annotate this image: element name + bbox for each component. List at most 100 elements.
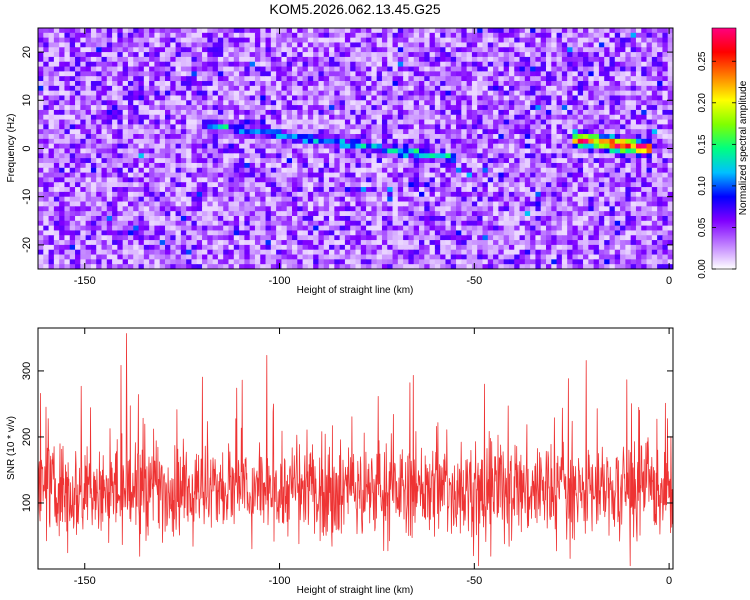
heatmap-cell (276, 90, 283, 97)
heatmap-cell (186, 52, 193, 58)
heatmap-cell (254, 201, 261, 207)
heatmap-cell (667, 153, 673, 159)
heatmap-cell (127, 220, 134, 227)
heatmap-cell (429, 143, 436, 150)
heatmap-cell (657, 71, 664, 77)
heatmap-cell (493, 134, 499, 140)
heatmap-cell (143, 201, 150, 207)
heatmap-cell (657, 134, 664, 140)
heatmap-cell (202, 100, 208, 106)
heatmap-cell (530, 85, 537, 92)
heatmap-cell (53, 172, 60, 179)
heatmap-cell (281, 148, 288, 154)
heatmap-cell (249, 191, 256, 198)
heatmap-cell (403, 148, 410, 154)
heatmap-cell (598, 124, 605, 130)
heatmap-cell (641, 114, 648, 121)
heatmap-cell (64, 172, 71, 179)
heatmap-cell (609, 114, 616, 121)
heatmap-cell (514, 143, 521, 150)
heatmap-cell (191, 71, 198, 77)
heatmap-cell (101, 167, 108, 174)
heatmap-cell (493, 220, 499, 227)
heatmap-cell (133, 28, 140, 34)
heatmap-cell (318, 134, 325, 140)
heatmap-cell (635, 167, 642, 174)
heatmap-cell (223, 42, 230, 48)
heatmap-cell (254, 177, 261, 183)
heatmap-cell (445, 119, 452, 125)
heatmap-cell (651, 56, 658, 63)
heatmap-cell (609, 100, 616, 106)
heatmap-cell (127, 109, 134, 116)
heatmap-cell (265, 143, 272, 150)
heatmap-cell (450, 119, 457, 125)
heatmap-cell (117, 28, 124, 34)
heatmap-cell (228, 148, 235, 154)
heatmap-cell (583, 37, 589, 44)
heatmap-cell (620, 52, 626, 58)
heatmap-cell (614, 138, 621, 145)
heatmap-cell (514, 90, 521, 97)
heatmap-cell (445, 129, 452, 135)
heatmap-cell (577, 215, 584, 222)
heatmap-cell (604, 37, 611, 44)
heatmap-cell (583, 182, 589, 188)
heatmap-cell (635, 81, 642, 87)
heatmap-cell (588, 206, 595, 212)
heatmap-cell (344, 225, 351, 232)
heatmap-cell (450, 215, 457, 222)
heatmap-cell (154, 76, 161, 82)
heatmap-cell (217, 71, 224, 77)
heatmap-cell (228, 37, 235, 44)
heatmap-cell (270, 52, 277, 58)
heatmap-cell (456, 172, 462, 179)
heatmap-cell (434, 196, 441, 203)
heatmap-cell (127, 76, 134, 82)
heatmap-cell (191, 124, 198, 130)
heatmap-cell (313, 114, 320, 121)
heatmap-cell (424, 148, 431, 154)
heatmap-cell (519, 61, 526, 68)
heatmap-cell (657, 206, 664, 212)
heatmap-cell (170, 90, 177, 97)
heatmap-cell (445, 37, 452, 44)
heatmap-cell (546, 37, 552, 44)
heatmap-cell (477, 129, 484, 135)
heatmap-cell (456, 143, 462, 150)
heatmap-cell (165, 85, 171, 92)
heatmap-cell (381, 201, 388, 207)
heatmap-cell (355, 47, 362, 53)
heatmap-cell (572, 85, 579, 92)
heatmap-cell (429, 201, 436, 207)
heatmap-cell (117, 37, 124, 44)
heatmap-cell (265, 177, 272, 183)
heatmap-cell (334, 124, 341, 130)
heatmap-cell (514, 182, 521, 188)
heatmap-cell (519, 37, 526, 44)
heatmap-cell (112, 100, 118, 106)
heatmap-cell (397, 162, 404, 169)
heatmap-cell (53, 201, 60, 207)
heatmap-cell (217, 100, 224, 106)
heatmap-cell (344, 32, 351, 39)
heatmap-cell (143, 66, 150, 72)
heatmap-cell (127, 81, 134, 87)
heatmap-cell (112, 42, 118, 48)
heatmap-cell (96, 56, 103, 63)
heatmap-cell (429, 90, 436, 97)
heatmap-cell (329, 215, 335, 222)
heatmap-cell (387, 206, 394, 212)
heatmap-cell (556, 90, 563, 97)
heatmap-cell (583, 143, 589, 150)
heatmap-cell (456, 52, 462, 58)
heatmap-cell (482, 81, 489, 87)
heatmap-cell (228, 66, 235, 72)
heatmap-cell (493, 32, 499, 39)
heatmap-cell (276, 47, 283, 53)
heatmap-cell (408, 71, 415, 77)
heatmap-cell (260, 201, 267, 207)
heatmap-cell (519, 32, 526, 39)
heatmap-cell (313, 37, 320, 44)
heatmap-cell (286, 42, 293, 48)
